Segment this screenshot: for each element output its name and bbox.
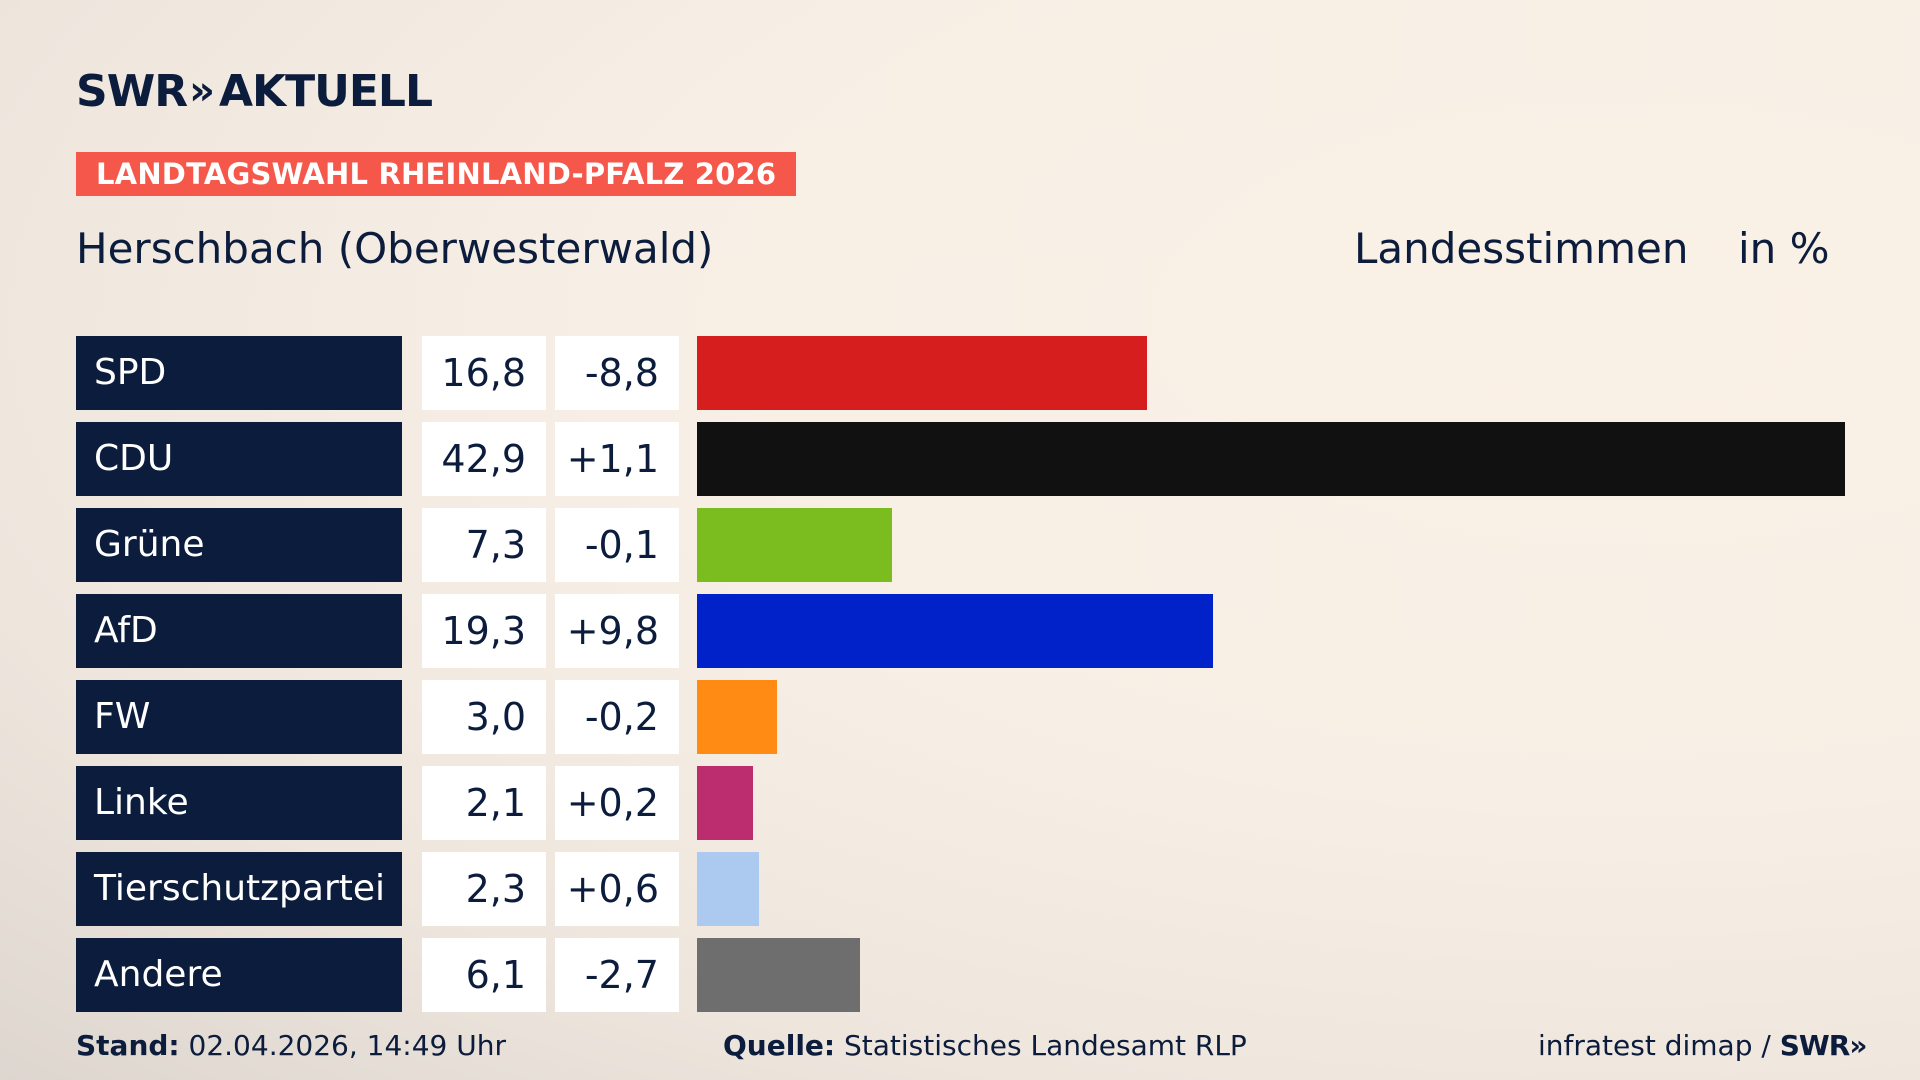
result-bar (697, 680, 777, 754)
source-label: Quelle: (723, 1029, 836, 1062)
vote-change-value: +9,8 (555, 594, 679, 668)
credit-text: infratest dimap / (1538, 1029, 1771, 1062)
vote-change-value: -0,1 (555, 508, 679, 582)
result-row: Tierschutzpartei 2,3 +0,6 (76, 852, 1846, 926)
result-row: Andere 6,1 -2,7 (76, 938, 1846, 1012)
result-row: Grüne 7,3 -0,1 (76, 508, 1846, 582)
stand-value: 02.04.2026, 14:49 Uhr (188, 1029, 506, 1062)
vote-change-value: -2,7 (555, 938, 679, 1012)
result-bar (697, 508, 892, 582)
vote-change-value: +0,6 (555, 852, 679, 926)
party-label: FW (76, 680, 402, 754)
vote-share-value: 16,8 (422, 336, 546, 410)
vote-share-value: 42,9 (422, 422, 546, 496)
footer-stand: Stand: 02.04.2026, 14:49 Uhr (76, 1028, 506, 1064)
credit-chevron-icon: » (1849, 1029, 1867, 1062)
region-title: Herschbach (Oberwesterwald) (76, 224, 714, 273)
stand-label: Stand: (76, 1029, 180, 1062)
party-label: Grüne (76, 508, 402, 582)
vote-share-value: 6,1 (422, 938, 546, 1012)
source-value: Statistisches Landesamt RLP (844, 1029, 1247, 1062)
result-bar (697, 852, 759, 926)
footer-credit: infratest dimap / SWR» (1538, 1028, 1867, 1064)
vote-share-value: 7,3 (422, 508, 546, 582)
election-tag: LANDTAGSWAHL RHEINLAND-PFALZ 2026 (76, 152, 797, 196)
vote-share-value: 3,0 (422, 680, 546, 754)
vote-type-label: Landesstimmen (1354, 224, 1689, 273)
vote-share-value: 2,3 (422, 852, 546, 926)
credit-swr-logo: SWR (1779, 1029, 1851, 1062)
result-row: CDU 42,9 +1,1 (76, 422, 1846, 496)
result-bar (697, 336, 1147, 410)
vote-change-value: +1,1 (555, 422, 679, 496)
vote-change-value: -8,8 (555, 336, 679, 410)
vote-share-value: 2,1 (422, 766, 546, 840)
logo-aktuell-text: AKTUELL (218, 65, 433, 117)
result-row: FW 3,0 -0,2 (76, 680, 1846, 754)
vote-change-value: -0,2 (555, 680, 679, 754)
party-label: Tierschutzpartei (76, 852, 402, 926)
vote-share-value: 19,3 (422, 594, 546, 668)
vote-change-value: +0,2 (555, 766, 679, 840)
result-row: SPD 16,8 -8,8 (76, 336, 1846, 410)
party-label: Andere (76, 938, 402, 1012)
party-label: AfD (76, 594, 402, 668)
unit-label: in % (1738, 224, 1830, 273)
party-label: Linke (76, 766, 402, 840)
party-label: CDU (76, 422, 402, 496)
logo-chevron-icon: » (189, 68, 215, 114)
result-row: AfD 19,3 +9,8 (76, 594, 1846, 668)
result-bar (697, 422, 1845, 496)
result-bar (697, 594, 1213, 668)
result-bar (697, 766, 753, 840)
logo-swr-text: SWR (76, 65, 188, 117)
result-bar (697, 938, 860, 1012)
footer-source: Quelle: Statistisches Landesamt RLP (723, 1028, 1247, 1064)
party-label: SPD (76, 336, 402, 410)
swr-aktuell-logo: SWR » AKTUELL (76, 65, 433, 117)
result-row: Linke 2,1 +0,2 (76, 766, 1846, 840)
